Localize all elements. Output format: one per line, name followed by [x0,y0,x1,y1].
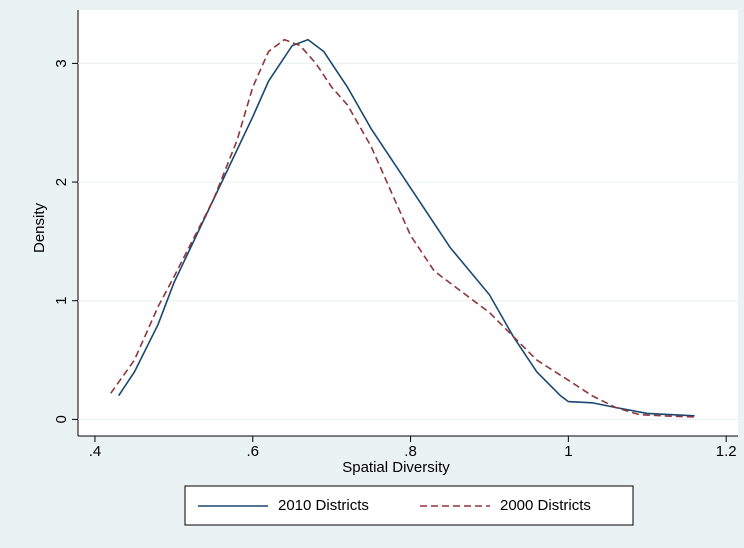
legend-label: 2000 Districts [500,497,591,514]
y-tick-label: 3 [53,59,70,67]
y-axis-title: Density [31,202,48,253]
x-tick-label: 1.2 [716,443,737,460]
y-tick-label: 0 [53,415,70,423]
plot-area [78,10,738,436]
x-tick-label: .4 [89,443,102,460]
y-tick-label: 1 [53,297,70,305]
series-line [117,38,695,417]
x-axis-title: Spatial Diversity [342,459,450,476]
x-tick-label: .8 [404,443,417,460]
series-line [110,38,695,418]
x-tick-label: .6 [247,443,260,460]
legend-label: 2010 Districts [278,497,369,514]
y-tick-label: 2 [53,178,70,186]
x-tick-label: 1 [564,443,572,460]
